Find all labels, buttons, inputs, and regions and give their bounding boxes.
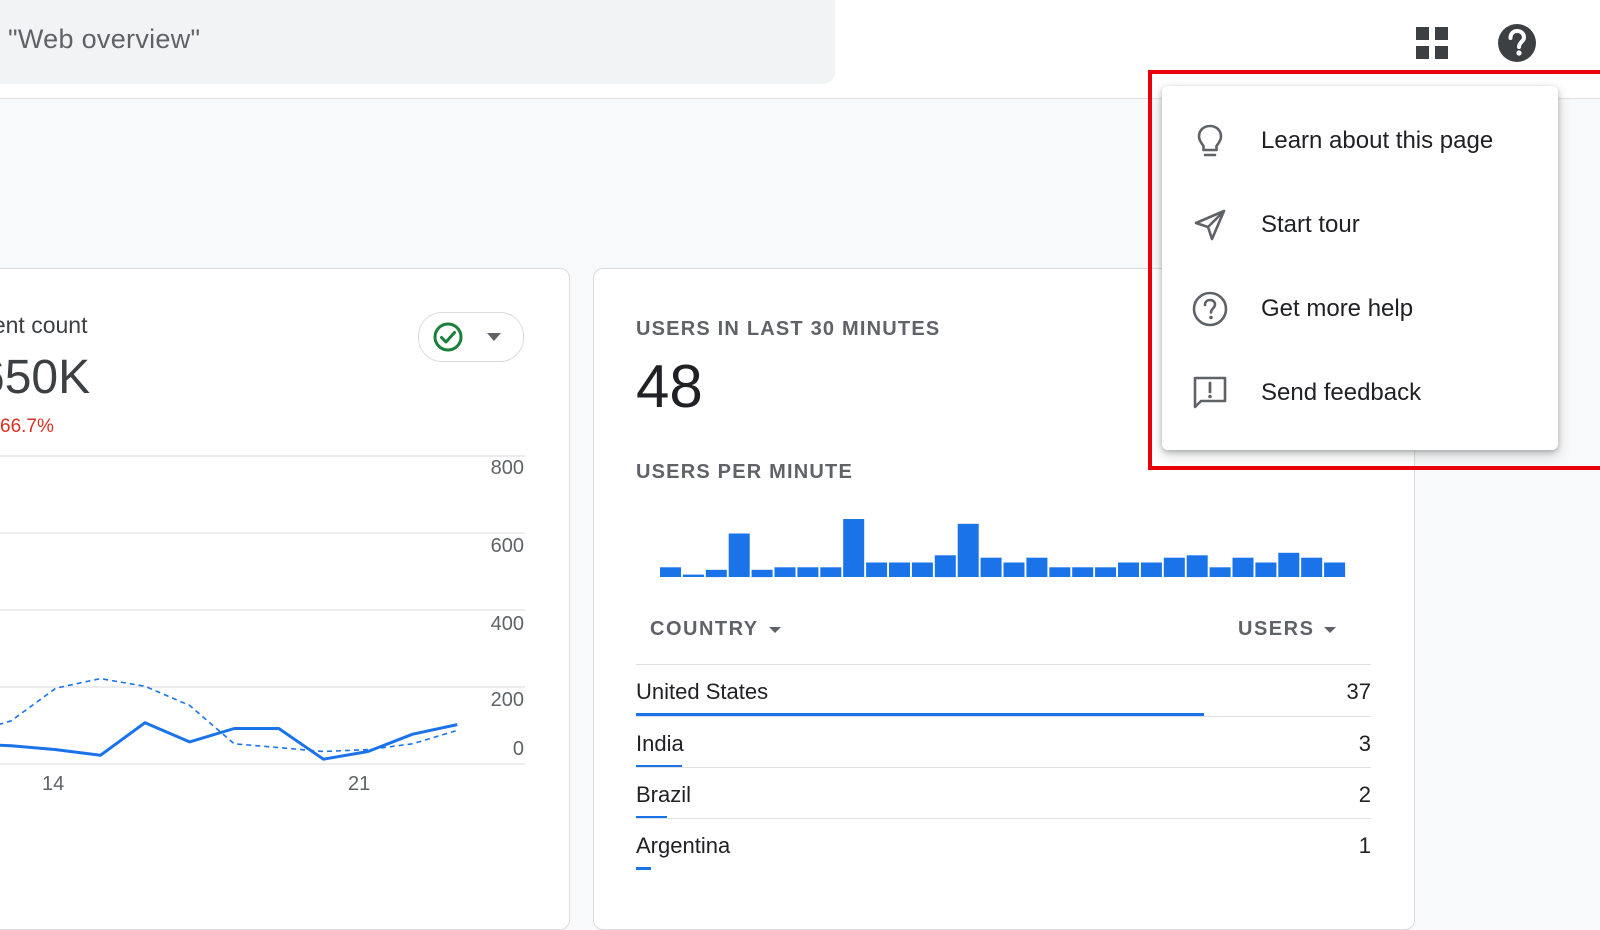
minute-bar[interactable] xyxy=(751,569,773,578)
y-tick-label: 800 xyxy=(490,457,524,479)
menu-item-label: Start tour xyxy=(1261,211,1360,238)
users-bar xyxy=(636,713,1204,716)
minute-bar[interactable] xyxy=(660,567,681,577)
minute-bar[interactable] xyxy=(1026,557,1048,577)
minute-bar[interactable] xyxy=(1003,562,1025,578)
x-tick-label: 21 xyxy=(348,773,371,795)
minute-bar[interactable] xyxy=(1072,567,1094,577)
minute-bar[interactable] xyxy=(1209,567,1231,577)
minute-bar[interactable] xyxy=(774,567,796,577)
minute-bar[interactable] xyxy=(682,574,704,577)
menu-item-get-more-help[interactable]: Get more help xyxy=(1162,267,1558,351)
comparison-series-line xyxy=(0,677,458,753)
lightbulb-icon xyxy=(1197,124,1223,157)
y-tick-label: 0 xyxy=(512,738,524,760)
minute-bar[interactable] xyxy=(889,562,910,578)
search-bar[interactable]: "Web overview" xyxy=(0,0,835,84)
metric-label: Event count xyxy=(0,312,88,338)
metric-change: 66.7% xyxy=(0,416,54,437)
user-count: 3 xyxy=(1358,731,1371,756)
minute-bar[interactable] xyxy=(1140,562,1162,578)
y-tick-label: 400 xyxy=(490,613,524,635)
x-tick-label: 14 xyxy=(42,773,65,795)
table-row[interactable]: United States 37 xyxy=(636,664,1371,716)
user-count: 2 xyxy=(1358,782,1371,807)
caret-down-icon xyxy=(487,333,501,341)
minute-bar[interactable] xyxy=(957,523,979,577)
minute-bar[interactable] xyxy=(705,569,727,578)
minute-bar[interactable] xyxy=(1049,567,1071,577)
event-count-card xyxy=(0,268,570,930)
minute-bar[interactable] xyxy=(1232,557,1254,577)
table-row[interactable]: India 3 xyxy=(636,716,1371,768)
minute-bar[interactable] xyxy=(980,557,1002,577)
users-per-minute-chart xyxy=(660,519,1346,578)
users-per-minute-title: USERS PER MINUTE xyxy=(636,461,854,483)
current-series-line xyxy=(0,721,458,761)
metric-value: 650K xyxy=(0,351,91,404)
menu-item-start-tour[interactable]: Start tour xyxy=(1162,183,1558,267)
menu-item-send-feedback[interactable]: Send feedback xyxy=(1162,351,1558,435)
caret-down-icon xyxy=(1324,626,1337,633)
menu-item-label: Learn about this page xyxy=(1261,127,1494,154)
check-circle-icon xyxy=(433,322,463,352)
minute-bar[interactable] xyxy=(797,567,819,577)
user-count: 37 xyxy=(1346,679,1371,704)
help-menu: Learn about this page Start tour Get mor… xyxy=(1162,86,1558,450)
country-column-header[interactable]: COUNTRY xyxy=(650,618,781,641)
y-tick-label: 200 xyxy=(490,689,524,711)
minute-bar[interactable] xyxy=(1186,555,1208,578)
table-row[interactable]: Brazil 2 xyxy=(636,767,1371,819)
minute-bar[interactable] xyxy=(1118,562,1139,578)
feedback-icon xyxy=(1193,376,1227,409)
minute-bar[interactable] xyxy=(843,519,865,577)
caret-down-icon xyxy=(768,626,781,633)
users-column-header[interactable]: USERS xyxy=(1238,618,1337,641)
help-outline-icon xyxy=(1192,291,1228,327)
users-bar xyxy=(636,867,652,870)
realtime-users-value: 48 xyxy=(636,353,703,420)
menu-item-learn-about-page[interactable]: Learn about this page xyxy=(1162,99,1558,183)
minute-bar[interactable] xyxy=(1255,562,1277,578)
menu-item-label: Get more help xyxy=(1261,295,1414,322)
data-quality-dropdown[interactable] xyxy=(418,312,524,362)
minute-bar[interactable] xyxy=(1095,567,1117,577)
search-query: "Web overview" xyxy=(8,24,201,54)
minute-bar[interactable] xyxy=(934,555,956,578)
apps-grid-icon[interactable] xyxy=(1413,24,1451,62)
user-count: 1 xyxy=(1358,833,1371,858)
help-circle-icon[interactable] xyxy=(1496,22,1538,64)
send-icon xyxy=(1194,209,1226,241)
users-bar xyxy=(636,765,683,768)
country-header-label: COUNTRY xyxy=(650,618,759,640)
minute-bar[interactable] xyxy=(1301,557,1323,577)
minute-bar[interactable] xyxy=(911,562,933,578)
country-name: United States xyxy=(636,679,769,704)
users-header-label: USERS xyxy=(1238,618,1315,640)
top-bar: "Web overview" xyxy=(0,0,1600,99)
users-bar xyxy=(636,816,667,819)
menu-item-label: Send feedback xyxy=(1261,379,1422,406)
minute-bar[interactable] xyxy=(866,562,888,578)
minute-bar[interactable] xyxy=(728,533,750,578)
minute-bar[interactable] xyxy=(820,567,842,577)
realtime-title: USERS IN LAST 30 MINUTES xyxy=(636,318,941,340)
minute-bar[interactable] xyxy=(1278,552,1300,577)
event-count-chart xyxy=(0,455,525,765)
minute-bar[interactable] xyxy=(1163,557,1185,577)
minute-bar[interactable] xyxy=(1324,562,1346,578)
y-tick-label: 600 xyxy=(490,535,524,557)
table-row[interactable]: Argentina 1 xyxy=(636,818,1371,870)
country-name: India xyxy=(636,731,684,756)
country-name: Argentina xyxy=(636,833,731,858)
country-name: Brazil xyxy=(636,782,692,807)
